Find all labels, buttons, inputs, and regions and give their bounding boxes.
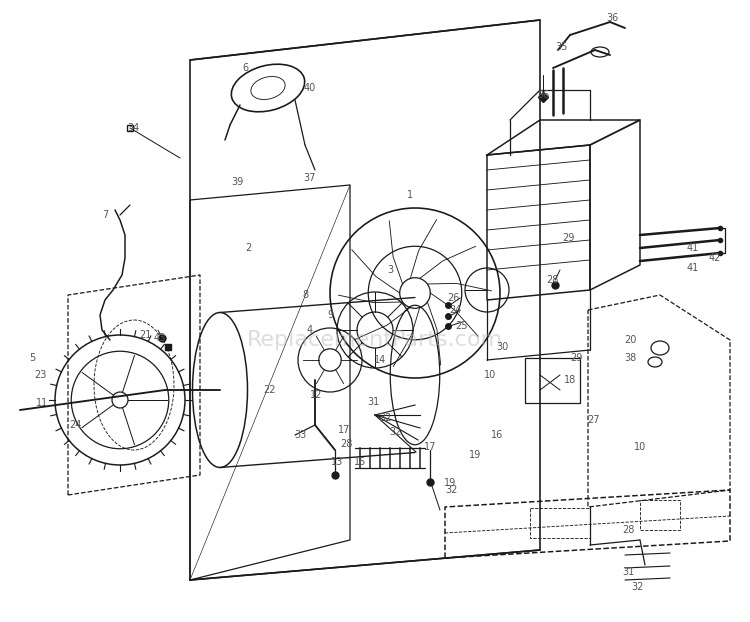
Text: 3: 3 [387,265,393,275]
Text: 12: 12 [310,390,322,400]
Text: 5: 5 [28,353,35,363]
Bar [640,500,680,530]
Text: 14: 14 [374,355,386,365]
Text: 16: 16 [490,430,503,440]
Text: 20: 20 [624,335,636,345]
Text: 34: 34 [127,123,140,133]
Text: 22: 22 [264,385,276,395]
Text: 28: 28 [622,525,634,535]
Text: 32: 32 [446,485,458,495]
Text: 31: 31 [622,567,634,577]
Text: 10: 10 [634,442,646,452]
Text: 2: 2 [244,243,251,253]
Text: 18: 18 [564,375,576,385]
Text: 28: 28 [546,275,558,285]
Text: 29: 29 [562,233,574,243]
Text: 32: 32 [632,582,644,592]
Text: 15: 15 [354,457,366,467]
Text: 41: 41 [687,243,699,253]
Text: 37: 37 [304,173,316,183]
Text: 13: 13 [331,457,343,467]
Text: 8: 8 [302,290,308,300]
Text: 31: 31 [367,397,379,407]
Text: 33: 33 [294,430,306,440]
Text: 32: 32 [388,427,401,437]
Text: 19: 19 [469,450,482,460]
Text: 41: 41 [687,263,699,273]
Text: 42: 42 [709,253,722,263]
Text: 1: 1 [407,190,413,200]
Text: 36: 36 [606,13,618,23]
Text: 17: 17 [338,425,350,435]
Text: 35: 35 [556,42,568,52]
Text: 28: 28 [340,439,352,449]
Text: 6: 6 [242,63,248,73]
Text: 96: 96 [537,90,549,100]
Text: 32: 32 [379,413,392,423]
Text: 10: 10 [484,370,496,380]
Text: 38: 38 [624,353,636,363]
Text: 40: 40 [304,83,316,93]
Text: 17: 17 [424,442,436,452]
Text: 9: 9 [327,310,333,320]
Text: 24: 24 [448,305,461,315]
Text: 4: 4 [307,325,313,335]
Text: 26: 26 [447,293,459,303]
Text: 7: 7 [102,210,108,220]
Text: ReplacementParts.com: ReplacementParts.com [247,330,503,350]
Text: 23: 23 [34,370,46,380]
Text: 21: 21 [139,330,152,340]
Text: 27: 27 [586,415,599,425]
Text: 24: 24 [69,420,81,430]
Text: 25: 25 [454,321,467,331]
Text: 29: 29 [570,353,582,363]
Bar [525,358,580,403]
Text: 30: 30 [496,342,508,352]
Text: 43: 43 [154,333,166,343]
Bar [530,508,590,538]
Text: 19: 19 [444,478,456,488]
Text: 39: 39 [231,177,243,187]
Text: 11: 11 [36,398,48,408]
